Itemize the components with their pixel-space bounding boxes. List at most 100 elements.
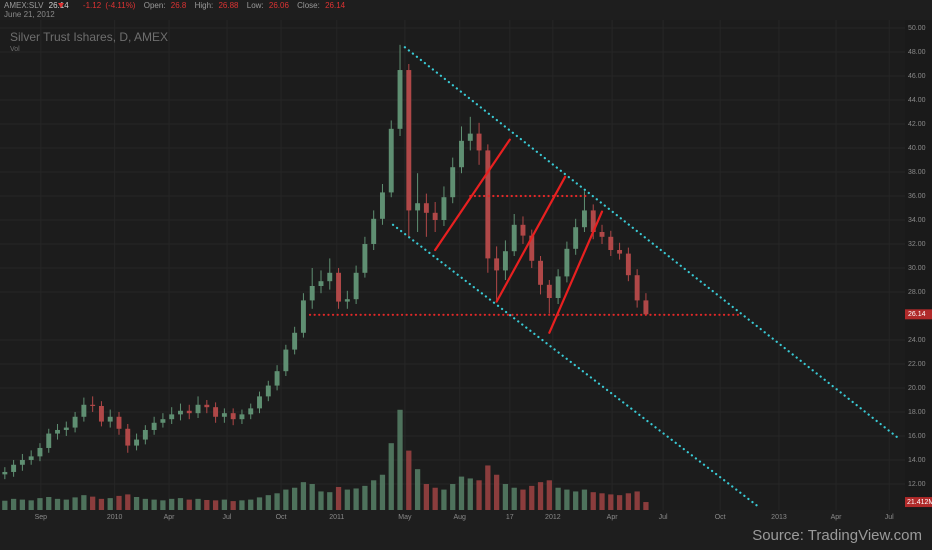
volume-bar bbox=[432, 487, 438, 510]
volume-bar bbox=[362, 485, 368, 510]
date: June 21, 2012 bbox=[4, 10, 55, 19]
trendline bbox=[548, 210, 604, 334]
volume-bar bbox=[441, 489, 447, 510]
volume-bar bbox=[643, 502, 649, 510]
x-tick-label: 2010 bbox=[107, 514, 123, 521]
volume-bar bbox=[239, 500, 245, 510]
x-tick-label: Sep bbox=[35, 514, 48, 521]
volume-bar bbox=[98, 498, 105, 510]
price: 26.14 bbox=[49, 1, 70, 10]
candle-body bbox=[538, 260, 543, 285]
candle-body bbox=[423, 203, 429, 213]
volume-bar bbox=[107, 498, 113, 510]
volume-bar bbox=[169, 498, 175, 510]
low: 26.06 bbox=[269, 1, 290, 10]
trendline bbox=[495, 175, 567, 303]
y-tick-label: 24.00 bbox=[908, 337, 926, 344]
candle-body bbox=[37, 447, 43, 457]
candle-body bbox=[318, 281, 324, 286]
candle-body bbox=[599, 232, 605, 237]
x-tick-label: Aug bbox=[454, 514, 467, 521]
volume-bar bbox=[37, 498, 43, 510]
candle-body bbox=[344, 299, 350, 302]
candle-body bbox=[28, 456, 34, 460]
candle-body bbox=[546, 284, 552, 298]
candle-body bbox=[63, 427, 69, 430]
axes: 12.00 14.00 16.00 18.00 20.00 22.00 24.00 28.00… bbox=[35, 25, 932, 521]
close: 26.14 bbox=[325, 1, 346, 10]
candle-body bbox=[178, 410, 183, 415]
x-tick-label: Apr bbox=[607, 514, 619, 521]
volume-bar bbox=[573, 491, 579, 510]
volume-bar bbox=[248, 499, 254, 510]
volume-bar bbox=[54, 498, 61, 510]
trendlines bbox=[308, 46, 902, 510]
volume-bar bbox=[458, 476, 465, 510]
volume-bar bbox=[212, 500, 219, 510]
y-tick-label: 32.00 bbox=[908, 241, 926, 248]
volume-bar bbox=[388, 443, 394, 510]
y-tick-label: 20.00 bbox=[908, 385, 926, 392]
x-tick-label: Jul bbox=[885, 514, 894, 521]
volume-bar bbox=[142, 498, 148, 510]
volume-bar bbox=[590, 492, 596, 510]
volume-pane bbox=[2, 409, 649, 510]
x-tick-label: Jul bbox=[223, 514, 232, 521]
candle-body bbox=[485, 150, 491, 259]
volume-bar bbox=[46, 497, 52, 510]
x-tick-label: Apr bbox=[831, 514, 843, 521]
candle-body bbox=[476, 133, 482, 151]
volume-bar bbox=[204, 499, 210, 510]
volume-bar bbox=[81, 495, 87, 510]
candle-body bbox=[160, 419, 166, 423]
open: 26.8 bbox=[171, 1, 187, 10]
trendline bbox=[434, 138, 511, 252]
volume-bar bbox=[634, 491, 640, 510]
y-tick-label: 36.00 bbox=[908, 193, 926, 200]
volume-bar bbox=[335, 486, 342, 510]
candle-body bbox=[239, 414, 245, 420]
candle-body bbox=[19, 459, 25, 465]
candle-body bbox=[617, 250, 623, 254]
x-tick-label: Oct bbox=[276, 514, 287, 521]
open-label: Open: bbox=[144, 1, 166, 10]
high-label: High: bbox=[195, 1, 214, 10]
candle-body bbox=[459, 140, 464, 168]
candle-body bbox=[494, 258, 500, 271]
volume-bar bbox=[450, 484, 456, 510]
volume-bar bbox=[520, 489, 526, 510]
volume-bar bbox=[19, 499, 26, 510]
candle-body bbox=[116, 416, 122, 429]
candle-body bbox=[134, 439, 140, 446]
low-label: Low: bbox=[247, 1, 264, 10]
header: AMEX:SLV 26.14 -1.12 (-4.11%) Open: 26.8… bbox=[4, 1, 346, 10]
candle-body bbox=[406, 70, 412, 211]
source: Source: TradingView.com bbox=[752, 527, 922, 544]
volume-bar bbox=[28, 500, 34, 510]
candle-body bbox=[151, 422, 157, 430]
x-tick-label: May bbox=[398, 514, 412, 521]
candle-body bbox=[292, 332, 298, 350]
volume-bar bbox=[186, 499, 192, 510]
volume-bar bbox=[502, 484, 509, 510]
y-tick-label: 12.00 bbox=[908, 481, 926, 488]
candle-body bbox=[248, 408, 254, 415]
volume-bar bbox=[608, 494, 614, 510]
volume-bar bbox=[529, 485, 535, 510]
down-arrow-icon bbox=[58, 3, 64, 8]
volume-bar bbox=[353, 488, 359, 510]
close-label: Close: bbox=[297, 1, 320, 10]
volume-bar bbox=[63, 499, 69, 510]
candle-body bbox=[186, 410, 192, 414]
last-price-box bbox=[905, 309, 932, 320]
volume-bar bbox=[406, 450, 412, 510]
volume-bar bbox=[555, 487, 561, 510]
volume-bar bbox=[616, 495, 623, 510]
volume-bar bbox=[397, 409, 403, 510]
y-tick-label: 46.00 bbox=[908, 73, 926, 80]
candle-body bbox=[511, 224, 517, 252]
price-axis bbox=[905, 20, 932, 510]
volume-bar bbox=[476, 480, 482, 510]
chart-title: Silver Trust Ishares, D, AMEX bbox=[10, 30, 168, 44]
